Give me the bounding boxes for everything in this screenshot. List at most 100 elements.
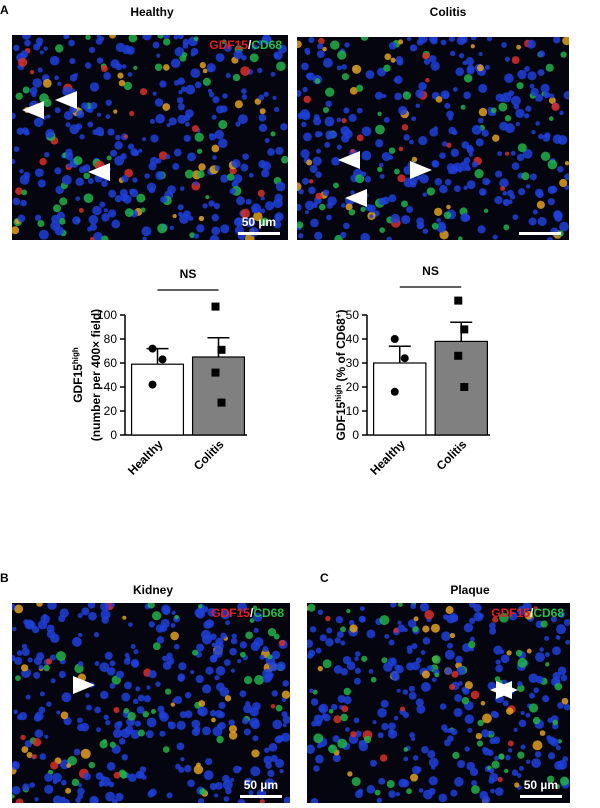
cell xyxy=(531,758,541,768)
cell xyxy=(322,106,330,114)
cell xyxy=(487,749,494,756)
arrowhead xyxy=(496,681,518,699)
cell xyxy=(430,623,440,633)
cell xyxy=(353,717,360,724)
cell xyxy=(220,609,231,620)
cell xyxy=(276,61,286,72)
cell xyxy=(63,110,73,120)
cell xyxy=(478,107,488,117)
cell xyxy=(502,700,509,707)
cell xyxy=(538,133,544,140)
cell xyxy=(218,711,226,719)
cell xyxy=(34,711,44,721)
cell xyxy=(433,126,438,131)
cell xyxy=(504,56,511,62)
cell xyxy=(184,710,193,719)
cell xyxy=(109,35,116,39)
cell xyxy=(253,211,263,222)
cell xyxy=(465,57,474,66)
cell xyxy=(280,123,288,131)
cell xyxy=(341,64,347,70)
cell xyxy=(437,221,446,231)
cell xyxy=(270,754,278,762)
cell xyxy=(180,757,185,762)
cell xyxy=(55,44,64,53)
cell xyxy=(272,719,283,730)
cell xyxy=(386,780,395,789)
cell xyxy=(441,141,448,147)
y-tick-label: 0 xyxy=(352,428,359,442)
cell xyxy=(508,611,518,621)
cell xyxy=(543,91,550,99)
cell xyxy=(546,236,553,240)
cell xyxy=(237,114,248,125)
cell xyxy=(490,710,498,718)
cell xyxy=(469,617,476,624)
cell xyxy=(419,603,429,612)
cell xyxy=(176,742,185,751)
cell xyxy=(463,622,474,633)
cell xyxy=(361,150,372,161)
cell xyxy=(13,44,20,52)
y-tick-label: 30 xyxy=(346,356,360,370)
cell xyxy=(394,168,400,175)
cell xyxy=(309,688,314,693)
cell xyxy=(78,207,84,213)
cell xyxy=(344,42,350,48)
cell xyxy=(466,761,476,771)
y-tick-label: 40 xyxy=(104,380,118,394)
cell xyxy=(462,689,467,694)
cell xyxy=(22,783,30,791)
cell xyxy=(47,603,57,610)
cell xyxy=(86,226,92,232)
cell xyxy=(298,233,304,239)
cell xyxy=(245,631,253,640)
cell xyxy=(156,53,161,58)
cell xyxy=(533,687,540,694)
cell xyxy=(43,664,50,672)
cell xyxy=(184,692,192,699)
cell xyxy=(215,666,226,676)
cell xyxy=(105,99,112,106)
cell xyxy=(193,233,199,239)
cell xyxy=(33,671,41,679)
cell xyxy=(394,92,402,101)
cell xyxy=(12,158,16,165)
cell xyxy=(86,704,92,711)
cell xyxy=(545,63,554,72)
cell xyxy=(309,165,318,173)
cell xyxy=(42,78,52,88)
cell xyxy=(271,690,278,697)
cell xyxy=(330,703,338,711)
cell xyxy=(361,171,367,177)
cell xyxy=(211,226,221,236)
cell xyxy=(275,181,286,192)
cell xyxy=(96,57,104,64)
y-tick-label: 100 xyxy=(97,308,117,322)
cell xyxy=(210,633,217,640)
cell xyxy=(154,98,164,107)
cell xyxy=(453,185,461,192)
cell xyxy=(264,201,275,211)
cell xyxy=(142,710,149,718)
cell xyxy=(444,102,451,109)
cell xyxy=(490,107,497,114)
cell xyxy=(167,721,176,730)
cell xyxy=(275,704,283,712)
cell xyxy=(114,721,122,730)
cell xyxy=(128,622,133,627)
arrowhead xyxy=(22,101,44,119)
cell xyxy=(466,64,475,73)
cell xyxy=(34,729,44,738)
legend-green: CD68 xyxy=(253,606,284,620)
cell xyxy=(325,87,335,97)
cell xyxy=(528,673,539,684)
cell xyxy=(49,654,56,661)
cell xyxy=(105,719,111,726)
cell xyxy=(170,623,176,628)
cell xyxy=(179,186,185,191)
cell xyxy=(548,116,554,121)
cell xyxy=(185,84,196,95)
cell xyxy=(116,670,125,679)
cell xyxy=(451,670,459,678)
